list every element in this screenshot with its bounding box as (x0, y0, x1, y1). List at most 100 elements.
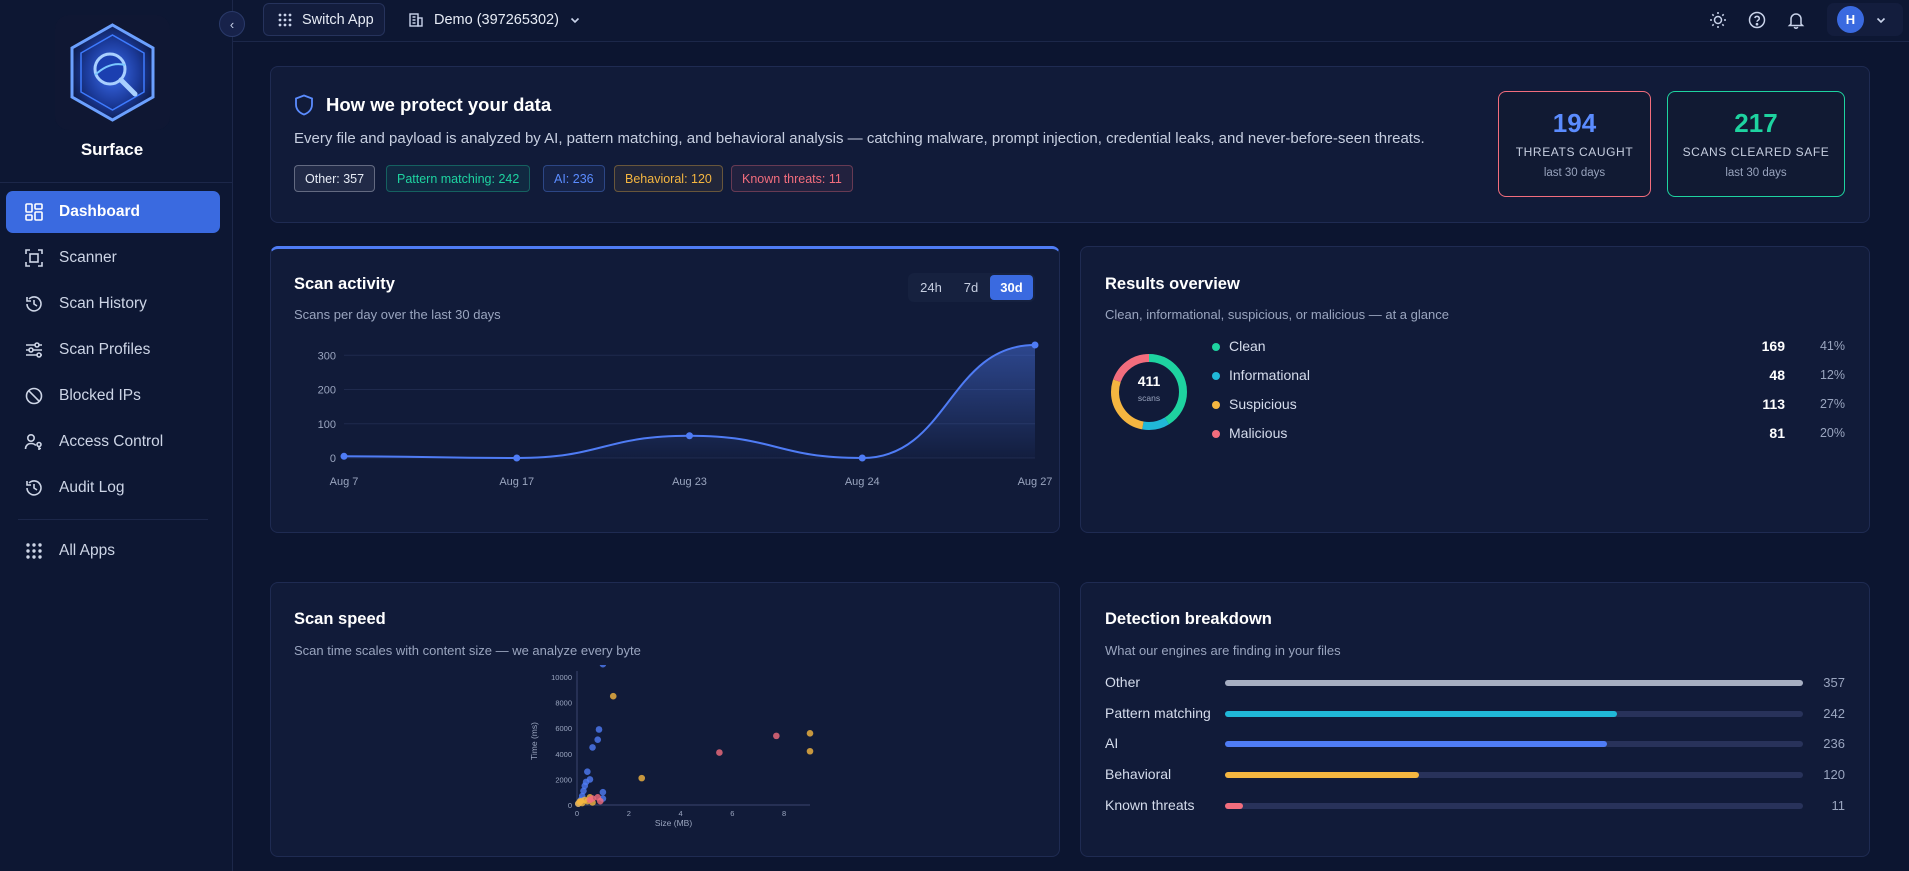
threats-caught-value: 194 (1552, 108, 1597, 138)
results-donut-chart (1111, 354, 1187, 430)
nav-item-scanner[interactable]: Scanner (6, 237, 220, 279)
scatter-point (589, 744, 596, 751)
x-tick-label: 2 (627, 809, 631, 818)
help-button[interactable] (1746, 9, 1768, 31)
avatar: H (1837, 6, 1864, 33)
x-tick-label: Aug 7 (330, 476, 359, 488)
scatter-point (609, 692, 617, 700)
detection-bar-fill (1225, 680, 1803, 686)
result-percent: 12% (1819, 368, 1845, 382)
nav-label: Blocked IPs (59, 387, 141, 404)
detection-label: Behavioral (1105, 766, 1172, 782)
chevron-left-icon: ‹ (229, 16, 235, 32)
nav-label: Scan History (59, 295, 147, 312)
x-tick-label: Aug 23 (672, 476, 707, 488)
threats-caught-label: THREATS CAUGHT (1515, 145, 1634, 159)
donut-slice (1111, 354, 1187, 430)
protect-description: Every file and payload is analyzed by AI… (294, 130, 1425, 147)
scans-cleared-label: SCANS CLEARED SAFE (1682, 145, 1830, 159)
grid-icon (24, 541, 44, 561)
detection-label: AI (1105, 735, 1119, 751)
scatter-point (599, 665, 607, 668)
detection-bar-track (1225, 772, 1803, 778)
x-tick-label: Aug 24 (845, 476, 880, 488)
x-tick-label: 0 (575, 809, 579, 818)
user-menu[interactable]: H (1827, 3, 1903, 36)
detection-value: 236 (1823, 736, 1845, 751)
sidebar: Surface Dashboard Scanner Scan History S… (0, 0, 233, 871)
scatter-point (597, 797, 604, 805)
donut-slice (1111, 354, 1187, 430)
range-7d-button[interactable]: 7d (963, 280, 979, 295)
scatter-point (599, 788, 607, 796)
nav-item-all-apps[interactable]: All Apps (6, 530, 220, 572)
detection-label: Known threats (1105, 797, 1195, 813)
chip-other: Other: 357 (294, 165, 376, 192)
scan-speed-title: Scan speed (294, 610, 386, 628)
detection-bar-fill (1225, 772, 1420, 778)
protect-title-text: How we protect your data (326, 94, 552, 115)
nav-item-scan-profiles[interactable]: Scan Profiles (6, 329, 220, 371)
detection-value: 242 (1823, 706, 1845, 721)
sidebar-divider (0, 182, 232, 183)
nav-item-access-control[interactable]: Access Control (6, 421, 220, 463)
result-label: Suspicious (1229, 396, 1297, 412)
scan-speed-subtitle: Scan time scales with content size — we … (294, 643, 641, 658)
nav-item-blocked-ips[interactable]: Blocked IPs (6, 375, 220, 417)
scatter-point (716, 749, 723, 756)
switch-app-button[interactable]: Switch App (263, 3, 385, 36)
donut-slice (1111, 354, 1187, 430)
scatter-point (584, 768, 591, 776)
range-30d-button[interactable]: 30d (990, 275, 1033, 300)
org-select[interactable]: Demo (397265302) (408, 3, 591, 36)
nav-item-audit-log[interactable]: Audit Log (6, 467, 220, 509)
block-icon (24, 386, 44, 406)
sliders-icon (24, 340, 44, 360)
scatter-point (806, 747, 814, 755)
sidebar-collapse-button[interactable]: ‹ (219, 11, 245, 37)
nav-item-scan-history[interactable]: Scan History (6, 283, 220, 325)
sun-icon (1710, 12, 1726, 28)
detection-row-pattern-matching: Pattern matching 242 (1105, 704, 1845, 724)
dashboard-icon (24, 202, 44, 222)
detection-bar-fill (1225, 803, 1243, 809)
detection-bar-fill (1225, 741, 1608, 747)
activity-point (686, 432, 693, 440)
topbar: Switch App Demo (397265302) H (233, 0, 1909, 42)
chevron-down-icon (1876, 17, 1886, 23)
result-count: 113 (1762, 396, 1785, 412)
detection-breakdown-card (1080, 582, 1870, 857)
nav-label: Dashboard (59, 203, 140, 220)
x-tick-label: 4 (678, 809, 682, 818)
history-icon (24, 294, 44, 314)
scatter-point (594, 736, 602, 744)
y-tick-label: 0 (330, 453, 336, 465)
result-percent: 41% (1819, 339, 1845, 353)
result-percent: 27% (1819, 397, 1845, 411)
threats-caught-period: last 30 days (1543, 167, 1606, 179)
y-tick-label: 0 (568, 801, 572, 810)
nav-item-dashboard[interactable]: Dashboard (6, 191, 220, 233)
protect-title: How we protect your data (294, 94, 551, 116)
x-tick-label: Aug 27 (1018, 476, 1053, 488)
scatter-point (589, 795, 596, 802)
help-icon (1748, 11, 1766, 29)
detection-bar-track (1225, 803, 1803, 809)
chip-ai: AI: 236 (543, 165, 605, 192)
nav-label: Scanner (59, 249, 117, 266)
detection-value: 357 (1823, 675, 1845, 690)
sidebar-divider (18, 519, 208, 520)
activity-line (343, 344, 1036, 460)
grid-icon (278, 13, 292, 26)
range-24h-button[interactable]: 24h (920, 280, 942, 295)
bell-icon (1787, 13, 1805, 29)
notifications-button[interactable] (1785, 9, 1807, 31)
donut-total-label: scans (1137, 393, 1161, 403)
scatter-point (806, 730, 814, 737)
chip-pattern-matching: Pattern matching: 242 (386, 165, 531, 192)
result-row-suspicious: Suspicious 113 27% (1212, 395, 1845, 415)
x-tick-label: 8 (782, 809, 786, 818)
app-name: Surface (80, 140, 144, 159)
theme-toggle-button[interactable] (1707, 9, 1729, 31)
legend-dot (1212, 430, 1220, 438)
